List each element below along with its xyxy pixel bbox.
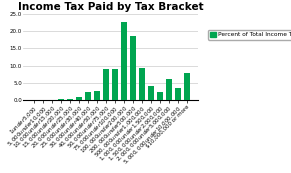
Bar xyxy=(175,88,181,100)
Bar xyxy=(94,91,100,100)
Legend: Percent of Total Income Tax: Percent of Total Income Tax xyxy=(208,30,291,40)
Bar xyxy=(121,22,127,100)
Bar xyxy=(67,99,73,100)
Bar xyxy=(85,92,91,100)
Bar xyxy=(139,68,145,100)
Bar xyxy=(157,92,163,100)
Bar xyxy=(103,69,109,100)
Bar xyxy=(76,97,82,100)
Bar xyxy=(148,86,154,100)
Title: Income Tax Paid by Tax Bracket: Income Tax Paid by Tax Bracket xyxy=(18,2,203,12)
Bar xyxy=(130,36,136,100)
Bar xyxy=(112,69,118,100)
Bar xyxy=(58,99,64,100)
Bar xyxy=(184,73,190,100)
Bar xyxy=(166,79,172,100)
